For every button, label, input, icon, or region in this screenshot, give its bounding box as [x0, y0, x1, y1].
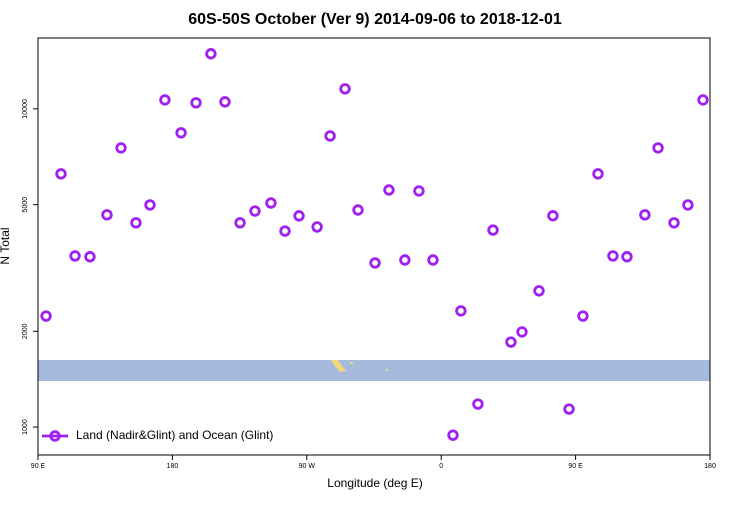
land-patch — [350, 362, 353, 364]
point — [205, 48, 217, 60]
point — [639, 209, 651, 221]
legend-marker — [49, 430, 61, 442]
point — [234, 217, 246, 229]
point — [447, 429, 459, 441]
point — [293, 210, 305, 222]
y-tick-label: 10000 — [22, 99, 29, 119]
point — [652, 142, 664, 154]
point — [130, 217, 142, 229]
x-tick-label: 180 — [704, 463, 716, 470]
point — [399, 254, 411, 266]
x-axis-label: Longitude (deg E) — [327, 476, 422, 490]
point — [159, 94, 171, 106]
point — [383, 184, 395, 196]
land-patch — [386, 369, 388, 371]
point — [427, 254, 439, 266]
point — [487, 224, 499, 236]
point — [175, 127, 187, 139]
point — [577, 310, 589, 322]
point — [144, 199, 156, 211]
point — [324, 130, 336, 142]
point — [472, 398, 484, 410]
point — [621, 251, 633, 263]
point — [339, 83, 351, 95]
point — [682, 199, 694, 211]
map-band — [38, 360, 710, 381]
point — [69, 250, 81, 262]
point — [115, 142, 127, 154]
x-tick-label: 90 E — [31, 463, 46, 470]
point — [249, 205, 261, 217]
x-tick-label: 90 W — [299, 463, 316, 470]
point — [533, 285, 545, 297]
legend-label: Land (Nadir&Glint) and Ocean (Glint) — [76, 428, 273, 442]
chart-title: 60S-50S October (Ver 9) 2014-09-06 to 20… — [188, 11, 562, 28]
y-tick-label: 1000 — [22, 419, 29, 435]
point — [697, 94, 709, 106]
point — [311, 221, 323, 233]
land-patch — [331, 360, 346, 372]
x-tick-label: 180 — [167, 463, 179, 470]
point — [265, 197, 277, 209]
point — [101, 209, 113, 221]
point — [369, 257, 381, 269]
point — [668, 217, 680, 229]
point — [40, 310, 52, 322]
x-tick-label: 0 — [439, 463, 443, 470]
point — [505, 336, 517, 348]
point — [279, 225, 291, 237]
plot-frame — [37, 37, 711, 456]
point — [516, 326, 528, 338]
point — [190, 97, 202, 109]
point — [352, 204, 364, 216]
point — [547, 210, 559, 222]
point — [84, 251, 96, 263]
point — [563, 403, 575, 415]
y-tick-label: 5000 — [22, 197, 29, 213]
point — [55, 168, 67, 180]
point — [592, 168, 604, 180]
y-tick-label: 2000 — [22, 323, 29, 339]
point — [413, 185, 425, 197]
point — [607, 250, 619, 262]
y-axis-label: N Total — [0, 227, 12, 264]
point — [219, 96, 231, 108]
x-tick-label: 90 E — [568, 463, 583, 470]
point — [455, 305, 467, 317]
